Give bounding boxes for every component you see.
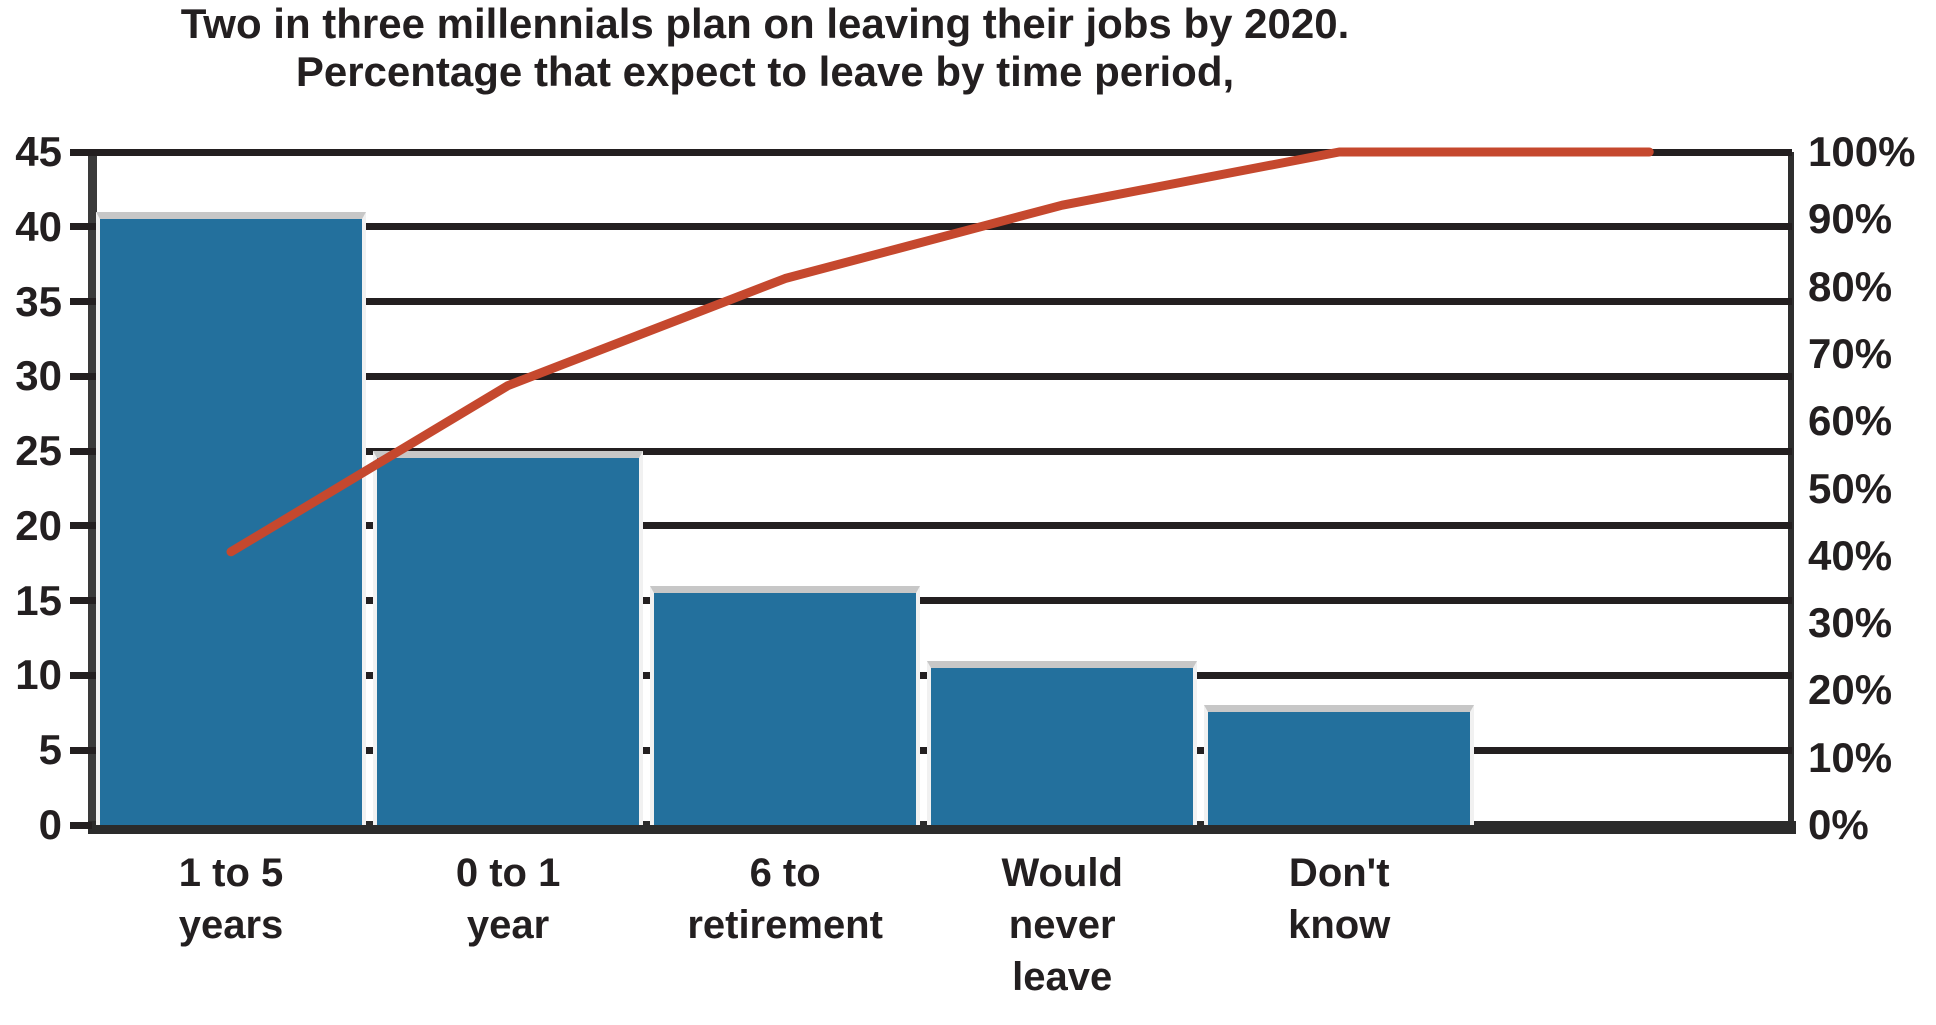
left-axis-tick-label: 5 xyxy=(38,726,62,774)
category-label-line: Don't xyxy=(1288,851,1390,895)
left-axis-tick xyxy=(70,522,92,530)
category-label-line: never xyxy=(1008,903,1116,947)
right-axis-tick-label: 60% xyxy=(1808,397,1893,445)
left-axis-tick-label: 0 xyxy=(38,801,62,848)
left-axis-tick-label: 40 xyxy=(15,202,62,250)
gridline xyxy=(92,447,1792,455)
category-label-6-to-retirement: 6 to retirement xyxy=(687,847,883,951)
right-axis-tick-label: 10% xyxy=(1808,733,1893,781)
left-axis-tick xyxy=(70,148,92,156)
chart-title-line1: Two in three millennials plan on leaving… xyxy=(180,0,1350,47)
left-y-axis-line xyxy=(88,152,97,831)
plot-area: 45 40 35 30 25 20 15 10 5 0 100% 90% 80% 70% 60% 50% 40%… xyxy=(15,131,1915,846)
right-axis-tick-label: 0% xyxy=(1808,801,1869,848)
right-axis-tick-label: 70% xyxy=(1808,329,1893,377)
gridline xyxy=(92,372,1792,380)
cumulative-line-layer xyxy=(226,147,1654,557)
bar-0-to-1-year xyxy=(373,451,644,825)
left-axis-tick xyxy=(70,298,92,306)
category-label-line: retirement xyxy=(687,903,883,947)
left-axis-tick xyxy=(70,746,92,754)
left-axis-tick xyxy=(70,223,92,231)
category-label-would-never-leave: Would never leave xyxy=(1001,847,1122,1003)
gridline xyxy=(92,148,1792,156)
right-axis-tick-label: 30% xyxy=(1808,599,1893,647)
gridline xyxy=(92,298,1792,306)
left-axis-tick-label: 30 xyxy=(15,352,62,400)
category-label-line: leave xyxy=(1012,955,1113,999)
right-axis-tick-label: 100% xyxy=(1808,128,1916,175)
left-axis-tick xyxy=(70,447,92,455)
category-label-line: 1 to 5 xyxy=(178,851,284,895)
gridline xyxy=(92,597,1792,605)
left-axis-tick-label: 45 xyxy=(15,128,62,175)
bar-don-t-know xyxy=(1204,705,1475,825)
chart-title: Two in three millennials plan on leaving… xyxy=(0,0,1530,96)
category-label-line: know xyxy=(1288,903,1391,947)
category-label-line: 6 to xyxy=(749,851,821,895)
right-axis-tick-label: 90% xyxy=(1808,195,1893,243)
right-axis-tick-label: 50% xyxy=(1808,464,1893,512)
left-axis-tick-label: 25 xyxy=(15,427,62,475)
left-axis-tick xyxy=(70,597,92,605)
left-axis-tick-label: 15 xyxy=(15,576,62,624)
left-axis-tick-label: 20 xyxy=(15,501,62,549)
category-label-don-t-know: Don't know xyxy=(1288,847,1390,951)
gridline xyxy=(92,522,1792,530)
right-axis-tick-label: 40% xyxy=(1808,531,1893,579)
left-axis-tick-label: 10 xyxy=(15,651,62,699)
cumulative-line xyxy=(226,147,1654,557)
bar-6-to-retirement xyxy=(650,585,921,825)
left-axis-tick-label: 35 xyxy=(15,277,62,325)
chart-title-line2: Percentage that expect to leave by time … xyxy=(295,48,1235,95)
bar-would-never-leave xyxy=(927,660,1198,825)
category-label-line: years xyxy=(178,903,284,947)
category-label-1-to-5-years: 1 to 5 years xyxy=(179,847,284,951)
category-label-line: Would xyxy=(1001,851,1123,895)
gridline xyxy=(92,223,1792,231)
right-axis-tick-label: 20% xyxy=(1808,666,1893,714)
bar-1-to-5-years xyxy=(96,211,367,825)
category-label-line: year xyxy=(466,903,550,947)
right-axis-tick-label: 80% xyxy=(1808,262,1893,310)
left-axis-tick xyxy=(70,372,92,380)
right-y-axis-line xyxy=(1788,152,1794,831)
category-label-line: 0 to 1 xyxy=(455,851,561,895)
left-axis-tick xyxy=(70,671,92,679)
left-axis-tick xyxy=(70,821,92,829)
category-label-0-to-1-year: 0 to 1 year xyxy=(456,847,560,951)
